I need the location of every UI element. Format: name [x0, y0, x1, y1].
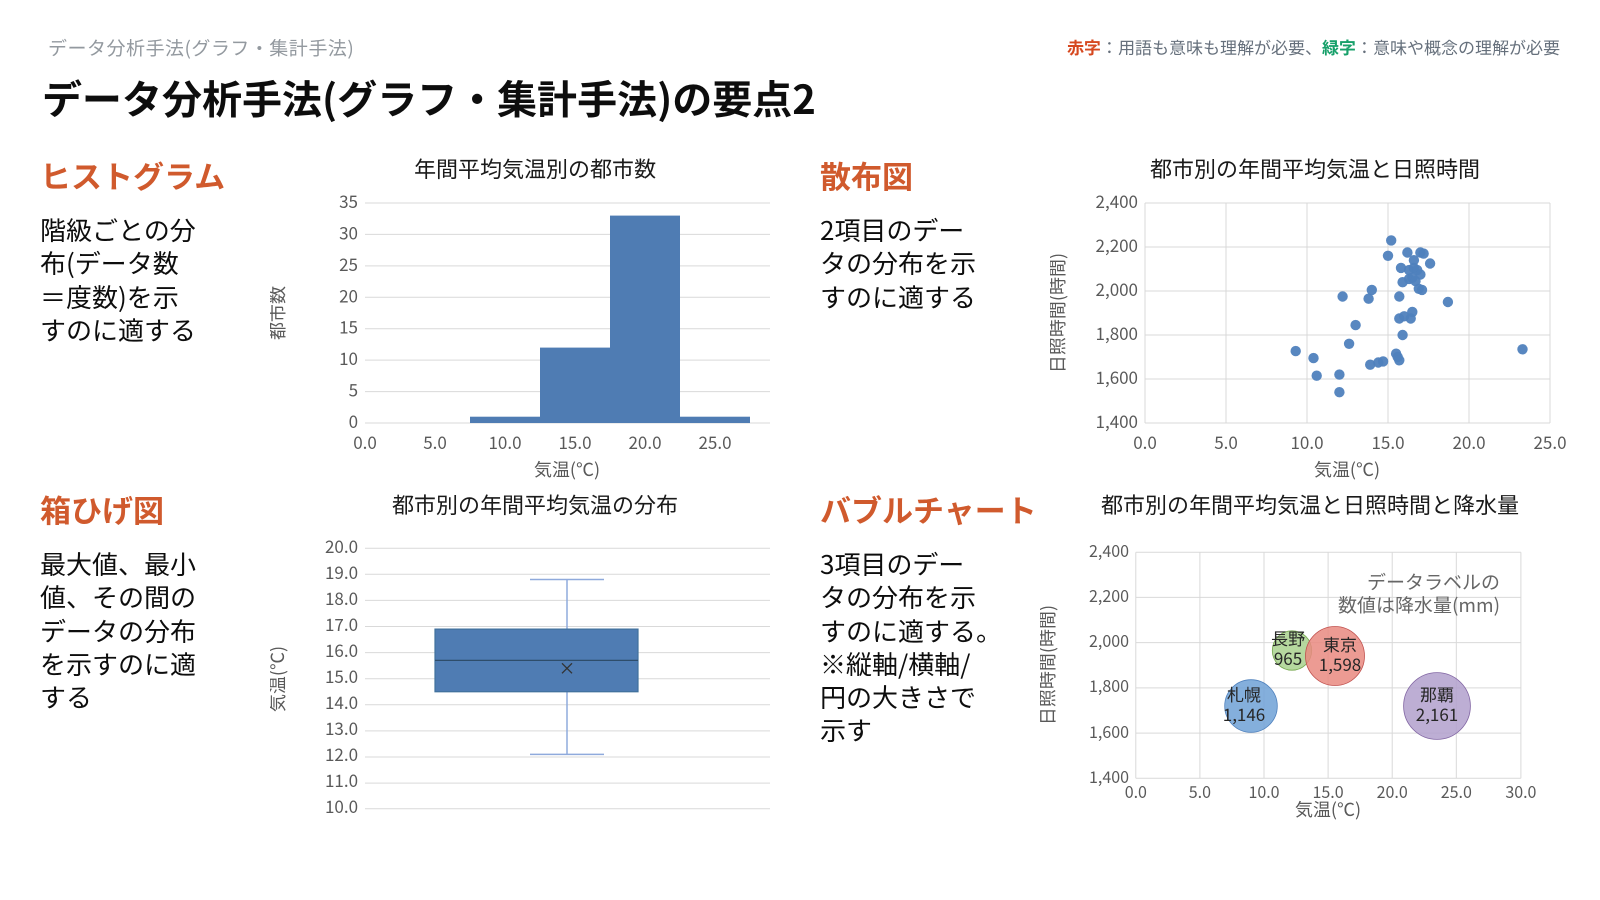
svg-text:25.0: 25.0 — [1533, 429, 1566, 454]
svg-text:数値は降水量(mm): 数値は降水量(mm) — [1338, 591, 1500, 618]
svg-text:0.0: 0.0 — [1133, 429, 1157, 454]
svg-text:日照時間(時間): 日照時間(時間) — [1050, 253, 1070, 373]
svg-text:気温(℃): 気温(℃) — [534, 456, 600, 482]
svg-text:1,600: 1,600 — [1089, 719, 1129, 743]
svg-text:1,800: 1,800 — [1089, 673, 1129, 697]
svg-text:18.0: 18.0 — [325, 585, 358, 610]
svg-text:11.0: 11.0 — [325, 767, 358, 792]
svg-text:25.0: 25.0 — [1441, 779, 1472, 803]
svg-text:1,800: 1,800 — [1096, 320, 1138, 345]
svg-text:0.0: 0.0 — [353, 429, 377, 454]
svg-text:965: 965 — [1274, 645, 1302, 670]
svg-text:12.0: 12.0 — [325, 741, 358, 766]
svg-text:都市別の年間平均気温と日照時間: 都市別の年間平均気温と日照時間 — [1150, 153, 1480, 184]
svg-text:25: 25 — [339, 251, 358, 276]
svg-text:14.0: 14.0 — [325, 689, 358, 714]
svg-text:20.0: 20.0 — [628, 429, 661, 454]
svg-text:20: 20 — [339, 282, 358, 307]
svg-text:2,000: 2,000 — [1096, 276, 1138, 301]
svg-text:1,600: 1,600 — [1096, 364, 1138, 389]
svg-text:30: 30 — [339, 219, 358, 244]
svg-text:20.0: 20.0 — [325, 533, 358, 558]
svg-text:1,598: 1,598 — [1319, 651, 1361, 676]
svg-text:5: 5 — [349, 377, 358, 402]
svg-text:都市数: 都市数 — [270, 286, 290, 340]
svg-text:35: 35 — [339, 188, 358, 213]
svg-text:19.0: 19.0 — [325, 559, 358, 584]
svg-text:2,161: 2,161 — [1416, 701, 1458, 726]
svg-text:都市別の年間平均気温と日照時間と降水量: 都市別の年間平均気温と日照時間と降水量 — [1101, 489, 1519, 520]
svg-text:15.0: 15.0 — [325, 663, 358, 688]
svg-text:16.0: 16.0 — [325, 637, 358, 662]
svg-text:5.0: 5.0 — [423, 429, 447, 454]
svg-text:25.0: 25.0 — [698, 429, 731, 454]
svg-text:5.0: 5.0 — [1214, 429, 1238, 454]
svg-text:気温(℃): 気温(℃) — [1314, 456, 1380, 482]
svg-text:5.0: 5.0 — [1189, 779, 1211, 803]
svg-text:15: 15 — [339, 314, 358, 339]
svg-text:15.0: 15.0 — [558, 429, 591, 454]
svg-text:都市別の年間平均気温の分布: 都市別の年間平均気温の分布 — [392, 489, 678, 520]
svg-text:15.0: 15.0 — [1371, 429, 1404, 454]
svg-text:20.0: 20.0 — [1452, 429, 1485, 454]
svg-text:10.0: 10.0 — [325, 793, 358, 818]
svg-text:2,400: 2,400 — [1089, 538, 1129, 562]
svg-text:10: 10 — [339, 345, 358, 370]
svg-text:2,400: 2,400 — [1096, 188, 1138, 213]
svg-text:10.0: 10.0 — [1248, 779, 1279, 803]
svg-text:30.0: 30.0 — [1505, 779, 1536, 803]
svg-text:10.0: 10.0 — [1290, 429, 1323, 454]
svg-text:10.0: 10.0 — [488, 429, 521, 454]
svg-text:1,146: 1,146 — [1223, 701, 1265, 726]
svg-text:気温(℃): 気温(℃) — [1295, 796, 1361, 822]
svg-text:気温(℃): 気温(℃) — [270, 646, 290, 712]
svg-text:17.0: 17.0 — [325, 611, 358, 636]
svg-text:0.0: 0.0 — [1125, 779, 1147, 803]
svg-text:13.0: 13.0 — [325, 715, 358, 740]
svg-text:2,200: 2,200 — [1096, 232, 1138, 257]
svg-text:2,000: 2,000 — [1089, 628, 1129, 652]
svg-text:20.0: 20.0 — [1377, 779, 1408, 803]
svg-text:1,400: 1,400 — [1096, 408, 1138, 433]
svg-text:2,200: 2,200 — [1089, 583, 1129, 607]
svg-text:1,400: 1,400 — [1089, 764, 1129, 788]
svg-text:年間平均気温別の都市数: 年間平均気温別の都市数 — [414, 153, 656, 184]
